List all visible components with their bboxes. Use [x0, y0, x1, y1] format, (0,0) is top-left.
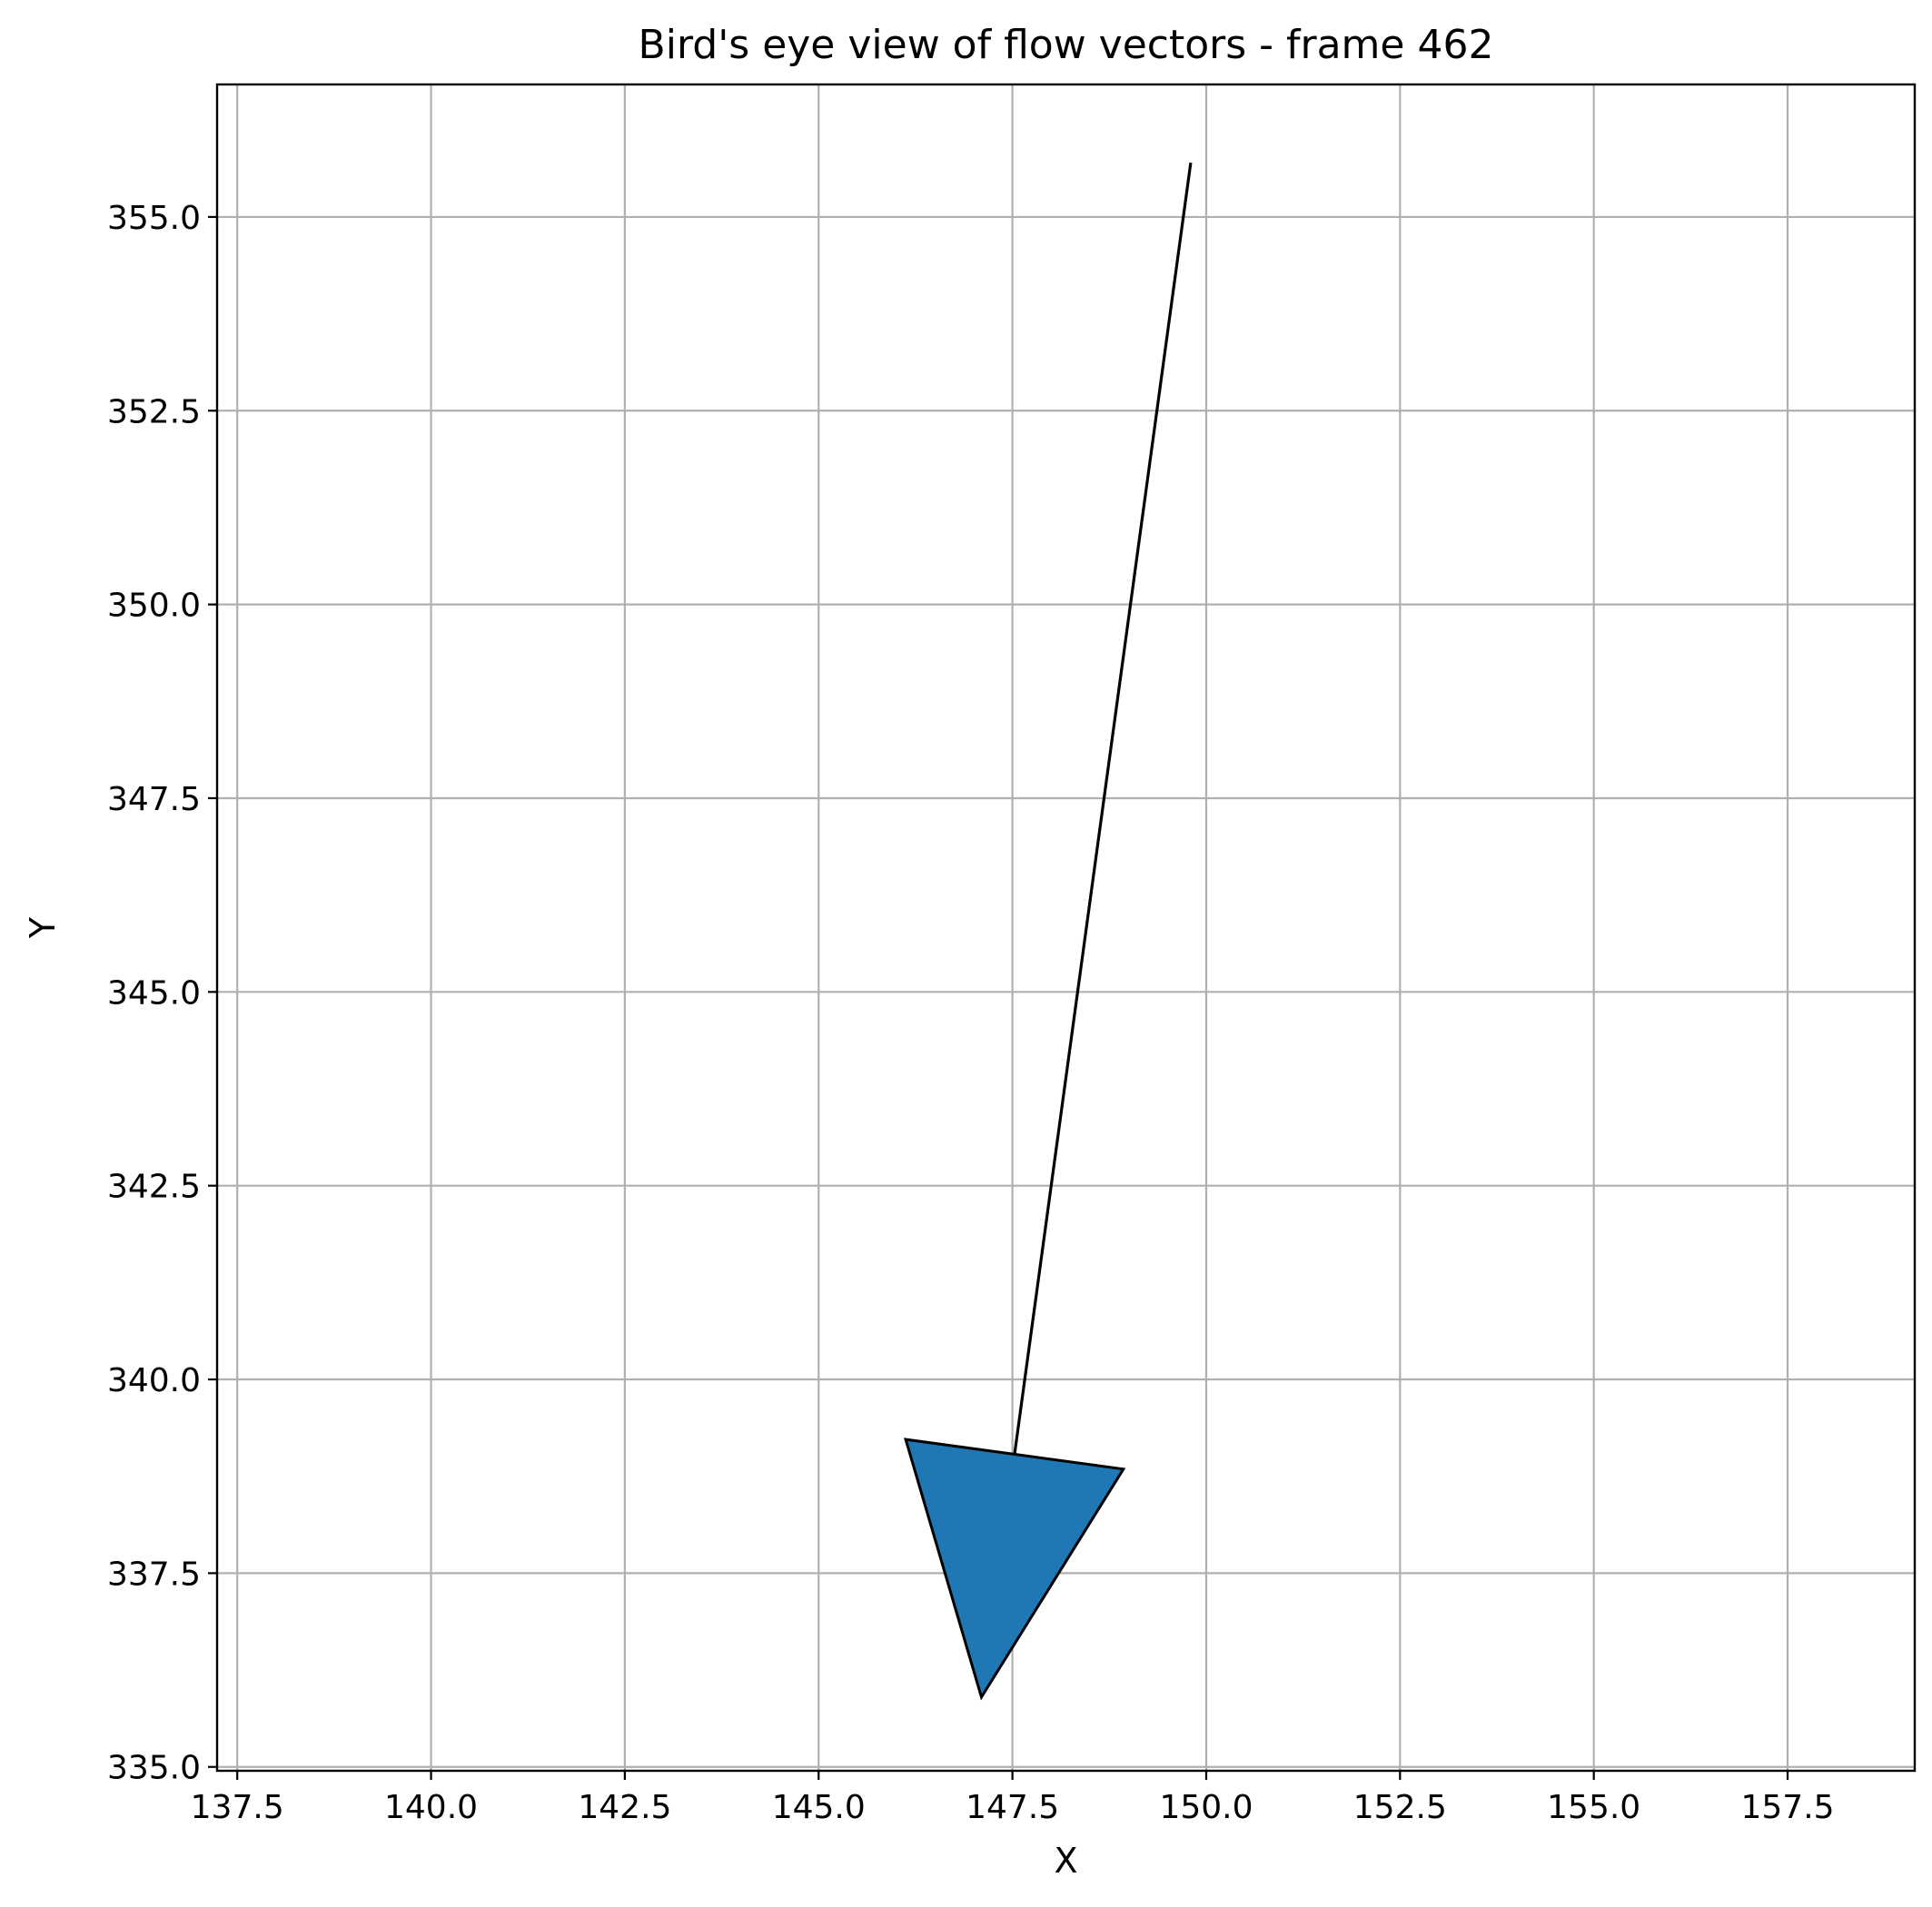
- x-tick-label: 140.0: [384, 1789, 478, 1826]
- x-tick-label: 145.0: [772, 1789, 866, 1826]
- y-tick-label: 340.0: [107, 1362, 201, 1399]
- x-tick-label: 157.5: [1741, 1789, 1835, 1826]
- y-tick-label: 337.5: [107, 1556, 201, 1593]
- vector-layer: [904, 162, 1193, 1701]
- x-tick-label: 147.5: [966, 1789, 1059, 1826]
- x-tick-label: 150.0: [1159, 1789, 1253, 1826]
- x-tick-label: 142.5: [578, 1789, 671, 1826]
- y-tick-label: 355.0: [107, 200, 201, 237]
- y-tick-label: 335.0: [107, 1750, 201, 1787]
- x-tick-label: 137.5: [191, 1789, 284, 1826]
- chart-title: Bird's eye view of flow vectors - frame …: [639, 22, 1494, 68]
- y-tick-label: 350.0: [107, 588, 201, 625]
- y-axis-label: Y: [23, 916, 63, 939]
- flow-vector-head: [904, 1438, 1126, 1701]
- y-tick-label: 347.5: [107, 781, 201, 818]
- x-tick-label: 155.0: [1547, 1789, 1640, 1826]
- y-tick-label: 345.0: [107, 974, 201, 1012]
- x-tick-label: 152.5: [1353, 1789, 1447, 1826]
- y-tick-label: 342.5: [107, 1169, 201, 1206]
- x-axis-label: X: [1054, 1841, 1077, 1881]
- plot-frame: [215, 83, 1917, 1773]
- flow-vector-shaft: [1013, 162, 1193, 1455]
- grid: [217, 84, 1915, 1771]
- y-tick-label: 352.5: [107, 393, 201, 430]
- ticks: 137.5 140.0 142.5 145.0 147.5 150.0 152.5 155.0…: [107, 200, 1835, 1826]
